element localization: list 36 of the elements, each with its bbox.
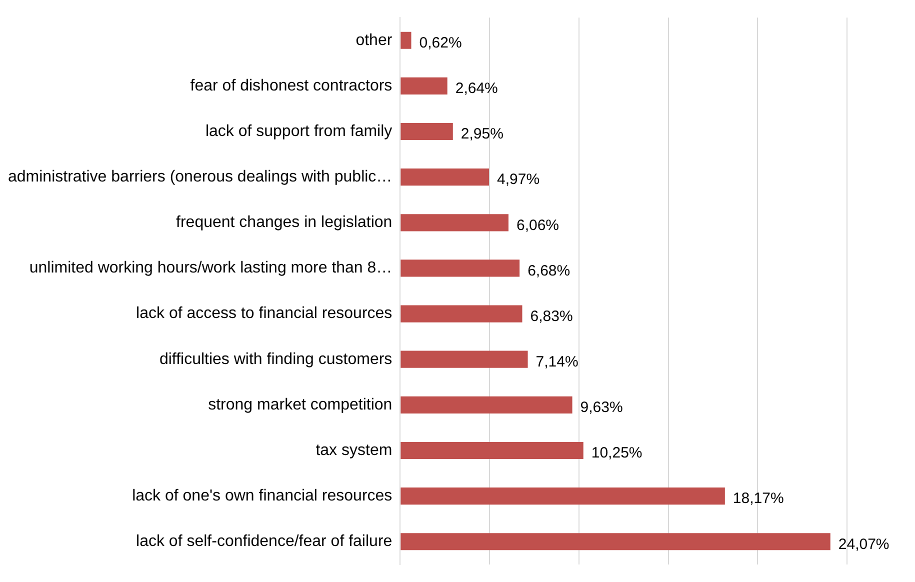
bar	[400, 32, 412, 49]
bar	[400, 305, 522, 322]
y-tick-label: lack of self-confidence/fear of failure	[136, 533, 392, 550]
bar	[400, 168, 489, 186]
data-label: 0,62%	[419, 34, 462, 52]
data-label: 9,63%	[580, 399, 623, 416]
bar	[400, 350, 528, 368]
y-tick-label: lack of one's own financial resources	[132, 487, 392, 504]
y-tick-label: frequent changes in legislation	[176, 214, 392, 232]
y-tick-label: difficulties with finding customers	[159, 350, 392, 368]
bar	[400, 442, 584, 460]
bar	[400, 122, 453, 140]
y-tick-label: lack of access to financial resources	[136, 305, 392, 322]
data-label: 18,17%	[732, 490, 784, 508]
bar	[400, 260, 520, 277]
data-label: 2,64%	[455, 80, 498, 98]
y-tick-label: tax system	[316, 442, 392, 459]
bar	[400, 214, 508, 232]
y-tick-label: strong market competition	[208, 396, 392, 414]
data-label: 6,68%	[528, 262, 570, 280]
data-label: 6,06%	[516, 216, 560, 234]
data-label: 24,07%	[838, 536, 890, 553]
y-tick-label: other	[356, 32, 393, 49]
data-label: 7,14%	[536, 353, 578, 370]
data-label: 4,97%	[497, 171, 540, 188]
bar	[400, 533, 830, 550]
bar	[400, 77, 448, 94]
y-tick-label: fear of dishonest contractors	[190, 77, 392, 94]
bar	[400, 396, 572, 414]
data-label: 10,25%	[591, 444, 642, 462]
y-tick-label: unlimited working hours/work lasting more than 8…	[29, 260, 392, 277]
data-label: 6,83%	[530, 308, 573, 325]
bar	[400, 488, 725, 505]
y-tick-label: lack of support from family	[205, 122, 392, 140]
data-label: 2,95%	[460, 126, 504, 143]
y-tick-label: administrative barriers (onerous dealings with public…	[8, 168, 392, 186]
